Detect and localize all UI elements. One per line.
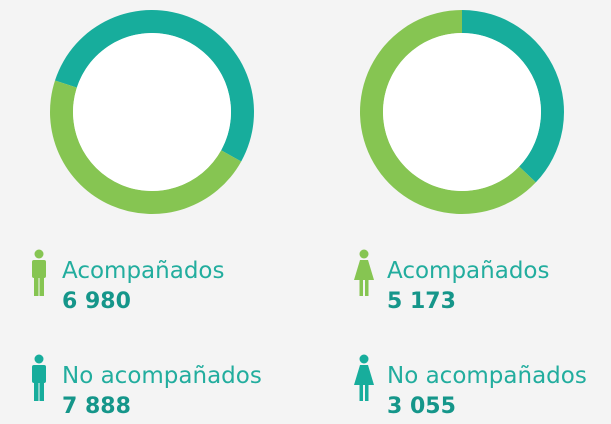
male-icon: [32, 354, 46, 401]
icon-leg: [365, 280, 369, 296]
female-icon: [354, 249, 374, 296]
icon-leg: [39, 381, 44, 401]
icon-leg: [34, 276, 39, 296]
legend-label: No acompañados: [62, 363, 262, 389]
icon-body: [32, 365, 46, 383]
icon-leg: [365, 385, 369, 401]
icon-dress: [354, 365, 374, 385]
icon-body: [32, 260, 46, 278]
female-icon: [354, 354, 374, 401]
value-label: 3 055: [387, 394, 456, 419]
icon-leg: [359, 280, 363, 296]
legend-label: Acompañados: [62, 258, 224, 284]
icon-head: [34, 249, 44, 259]
icon-leg: [34, 381, 39, 401]
value-label: 7 888: [62, 394, 131, 419]
legend-label: Acompañados: [387, 258, 549, 284]
icon-head: [359, 249, 369, 259]
donut-hole: [73, 33, 231, 191]
donut-segment: [54, 10, 254, 162]
value-label: 5 173: [387, 289, 456, 314]
donut-segment: [49, 80, 242, 215]
icon-head: [34, 354, 44, 364]
value-label: 6 980: [62, 289, 131, 314]
donut-hole: [383, 33, 541, 191]
legend-label: No acompañados: [387, 363, 587, 389]
donut-segment: [462, 10, 565, 183]
icon-leg: [359, 385, 363, 401]
male-icon: [32, 249, 46, 296]
icon-head: [359, 354, 369, 364]
donut-segment: [360, 10, 536, 214]
icon-dress: [354, 260, 374, 280]
icon-leg: [39, 276, 44, 296]
